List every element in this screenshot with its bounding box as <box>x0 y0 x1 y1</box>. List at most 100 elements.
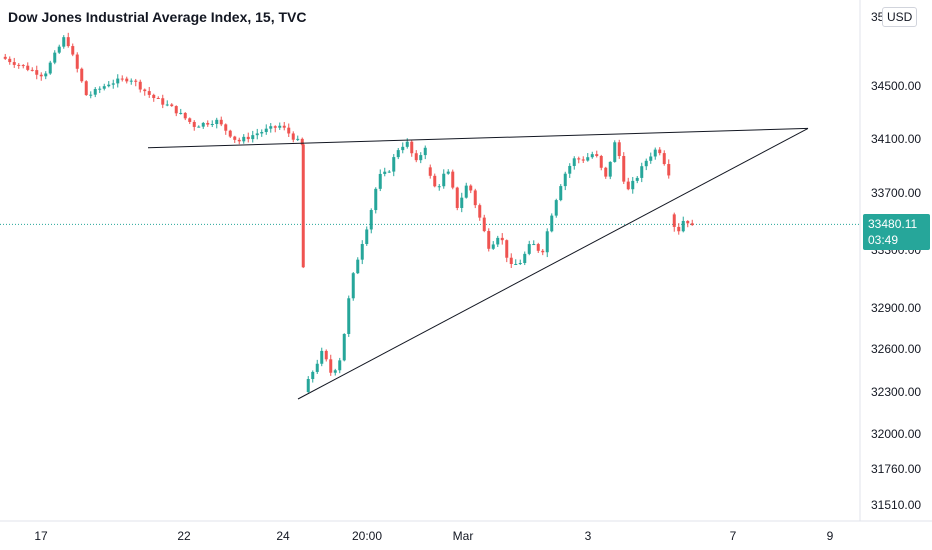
candle-body <box>12 62 16 65</box>
candle-body <box>563 173 567 187</box>
candle-body <box>396 150 400 158</box>
y-tick-label: 35 <box>871 10 885 24</box>
candle-body <box>53 52 57 63</box>
candle-body <box>473 190 477 206</box>
upper-trendline[interactable] <box>147 127 809 149</box>
candle-body <box>273 126 277 128</box>
candle-body <box>653 149 657 157</box>
candle-body <box>287 127 291 134</box>
candle-body <box>550 215 554 232</box>
candle-body <box>491 244 495 249</box>
candle-body <box>306 379 310 392</box>
candle-body <box>360 243 364 260</box>
candle-body <box>527 244 531 254</box>
candle-body <box>572 158 576 166</box>
candle-body <box>460 197 464 208</box>
candle-body <box>437 186 441 188</box>
candle-body <box>338 360 342 371</box>
candle-body <box>667 164 671 176</box>
candle-body <box>649 156 653 161</box>
candle-body <box>143 89 147 92</box>
candle-body <box>264 128 268 133</box>
y-tick-label: 33700.00 <box>871 186 921 200</box>
candle-body <box>577 158 581 160</box>
candle-body <box>26 65 30 70</box>
candle-body <box>613 142 617 162</box>
candle-body <box>134 80 138 82</box>
candle-body <box>129 80 133 82</box>
plot-area[interactable] <box>0 32 860 400</box>
candle-body <box>410 141 414 154</box>
candle-body <box>509 257 513 264</box>
candle-body <box>17 64 21 66</box>
candle-body <box>57 46 61 53</box>
candle-body <box>392 157 396 172</box>
candle-body <box>505 240 509 258</box>
candle-body <box>541 250 545 253</box>
candle-body <box>75 54 79 69</box>
x-tick-label: 24 <box>276 529 290 543</box>
candle-body <box>617 142 621 157</box>
candle-body <box>428 167 432 176</box>
candle-body <box>296 138 300 140</box>
candle-body <box>369 210 373 230</box>
candle-body <box>320 350 324 364</box>
candle-body <box>174 106 178 114</box>
candle-body <box>269 126 273 129</box>
candle-body <box>640 166 644 178</box>
candle-body <box>383 171 387 174</box>
candle-body <box>48 62 52 74</box>
candle-body <box>433 175 437 187</box>
x-tick-label: 3 <box>585 529 592 543</box>
candle-body <box>215 119 219 125</box>
candle-body <box>71 46 75 55</box>
candle-body <box>482 217 486 232</box>
candle-body <box>356 259 360 274</box>
candle-body <box>554 200 558 216</box>
candle-body <box>44 73 48 77</box>
x-tick-label: 7 <box>730 529 737 543</box>
candle-body <box>84 81 88 96</box>
candle-body <box>387 171 391 173</box>
candle-body <box>464 185 468 198</box>
candle-body <box>622 156 626 182</box>
candle-body <box>690 223 694 226</box>
candle-body <box>98 88 102 90</box>
last-price-value: 33480.11 <box>868 217 918 231</box>
candle-body <box>152 94 156 99</box>
candle-body <box>30 69 34 71</box>
candle-body <box>282 125 286 128</box>
candle-body <box>635 177 639 181</box>
candle-body <box>500 237 504 241</box>
candle-body <box>626 181 630 190</box>
candle-body <box>300 138 304 145</box>
candle-body <box>183 112 187 119</box>
candle-body <box>469 185 473 191</box>
candle-body <box>599 155 603 168</box>
candle-body <box>686 220 690 224</box>
y-tick-label: 31510.00 <box>871 498 921 512</box>
candle-body <box>401 146 405 151</box>
candle-body <box>206 122 210 125</box>
candle-body <box>451 171 455 188</box>
candle-body <box>374 188 378 211</box>
candle-body <box>147 91 151 95</box>
lower-trendline[interactable] <box>297 127 809 400</box>
candle-body <box>514 263 518 265</box>
currency-button[interactable]: USD <box>882 7 918 27</box>
candle-body <box>107 84 111 87</box>
candle-body <box>66 37 70 47</box>
candle-body <box>658 149 662 154</box>
candle-body <box>644 160 648 167</box>
candle-body <box>446 171 450 174</box>
x-tick-label: 9 <box>827 529 834 543</box>
candle-body <box>581 159 585 161</box>
candle-body <box>532 244 536 246</box>
candle-body <box>255 133 259 136</box>
candle-body <box>586 157 590 161</box>
candle-body <box>324 350 328 360</box>
candle-body <box>378 173 382 189</box>
candle-body <box>677 226 681 232</box>
candle-body <box>89 94 93 96</box>
